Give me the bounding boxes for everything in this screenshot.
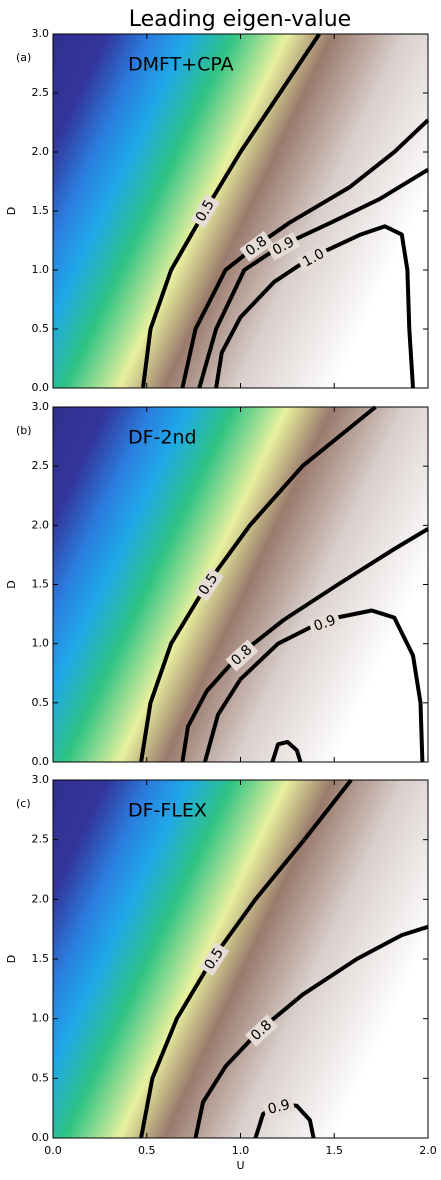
y-axis-label: D: [5, 580, 18, 588]
contour-label-gap: [266, 232, 301, 261]
y-tick-label: 2.5: [32, 459, 50, 472]
y-tick-label: 2.0: [32, 145, 50, 158]
x-tick-label: 1.0: [232, 1144, 250, 1157]
contour-label-gap: [225, 639, 259, 672]
x-tick-label: 0.0: [44, 1144, 62, 1157]
x-tick-label: 2.0: [419, 1144, 437, 1157]
y-tick-label: 0.5: [32, 1071, 50, 1084]
contour-group: 0.50.80.9: [139, 405, 430, 763]
x-tick-label: 1.5: [326, 1144, 344, 1157]
y-tick-label: 1.5: [32, 578, 50, 591]
panel-title: DF-2nd: [128, 427, 197, 449]
panel-label: (a): [16, 51, 31, 64]
contour-line: [180, 527, 430, 763]
x-tick-label: 0.5: [138, 1144, 156, 1157]
y-axis-label: D: [5, 207, 18, 215]
contour-label-gap: [308, 611, 342, 637]
contour-label-gap: [190, 194, 220, 228]
panel-title: DMFT+CPA: [128, 54, 234, 76]
field: [53, 780, 428, 1138]
panel-title: DF-FLEX: [128, 800, 207, 822]
contour-label: 0.9: [312, 612, 338, 635]
y-tick-label: 1.0: [32, 1012, 50, 1025]
suptitle: Leading eigen-value: [129, 7, 351, 32]
y-tick-label: 3.0: [32, 773, 50, 786]
y-tick-label: 2.5: [32, 86, 50, 99]
y-tick-label: 3.0: [32, 27, 50, 40]
contour-line: [202, 608, 425, 763]
y-tick-label: 2.5: [32, 833, 50, 846]
y-tick-label: 3.0: [32, 400, 50, 413]
y-tick-label: 0.5: [32, 322, 50, 335]
contour-label-gap: [296, 243, 331, 273]
y-tick-label: 1.0: [32, 263, 50, 276]
y-tick-label: 0.0: [32, 755, 50, 768]
y-tick-label: 1.5: [32, 952, 50, 965]
contour-label-gap: [239, 231, 274, 262]
x-axis-label: U: [236, 1159, 244, 1172]
contour-label-gap: [245, 1014, 279, 1047]
field: [53, 407, 428, 762]
y-tick-label: 2.0: [32, 892, 50, 905]
y-tick-label: 1.0: [32, 637, 50, 650]
y-tick-label: 1.5: [32, 204, 50, 217]
contour-label-gap: [199, 942, 230, 976]
y-axis-label: D: [5, 955, 18, 963]
contour-line: [180, 118, 430, 389]
contour-group: 0.50.8 0.9 1.0: [141, 32, 430, 389]
contour-line: [270, 739, 303, 763]
y-tick-label: 2.0: [32, 518, 50, 531]
panel-label: (b): [16, 424, 32, 437]
contour-label-gap: [262, 1095, 296, 1119]
contour-line: [193, 924, 429, 1139]
field: [53, 34, 428, 388]
panel-label: (c): [16, 797, 31, 810]
contour-label: 0.9: [266, 1097, 291, 1118]
contour-label-gap: [193, 567, 224, 602]
y-tick-label: 0.0: [32, 1131, 50, 1144]
y-tick-label: 0.0: [32, 381, 50, 394]
y-tick-label: 0.5: [32, 696, 50, 709]
contour-line: [214, 224, 415, 389]
